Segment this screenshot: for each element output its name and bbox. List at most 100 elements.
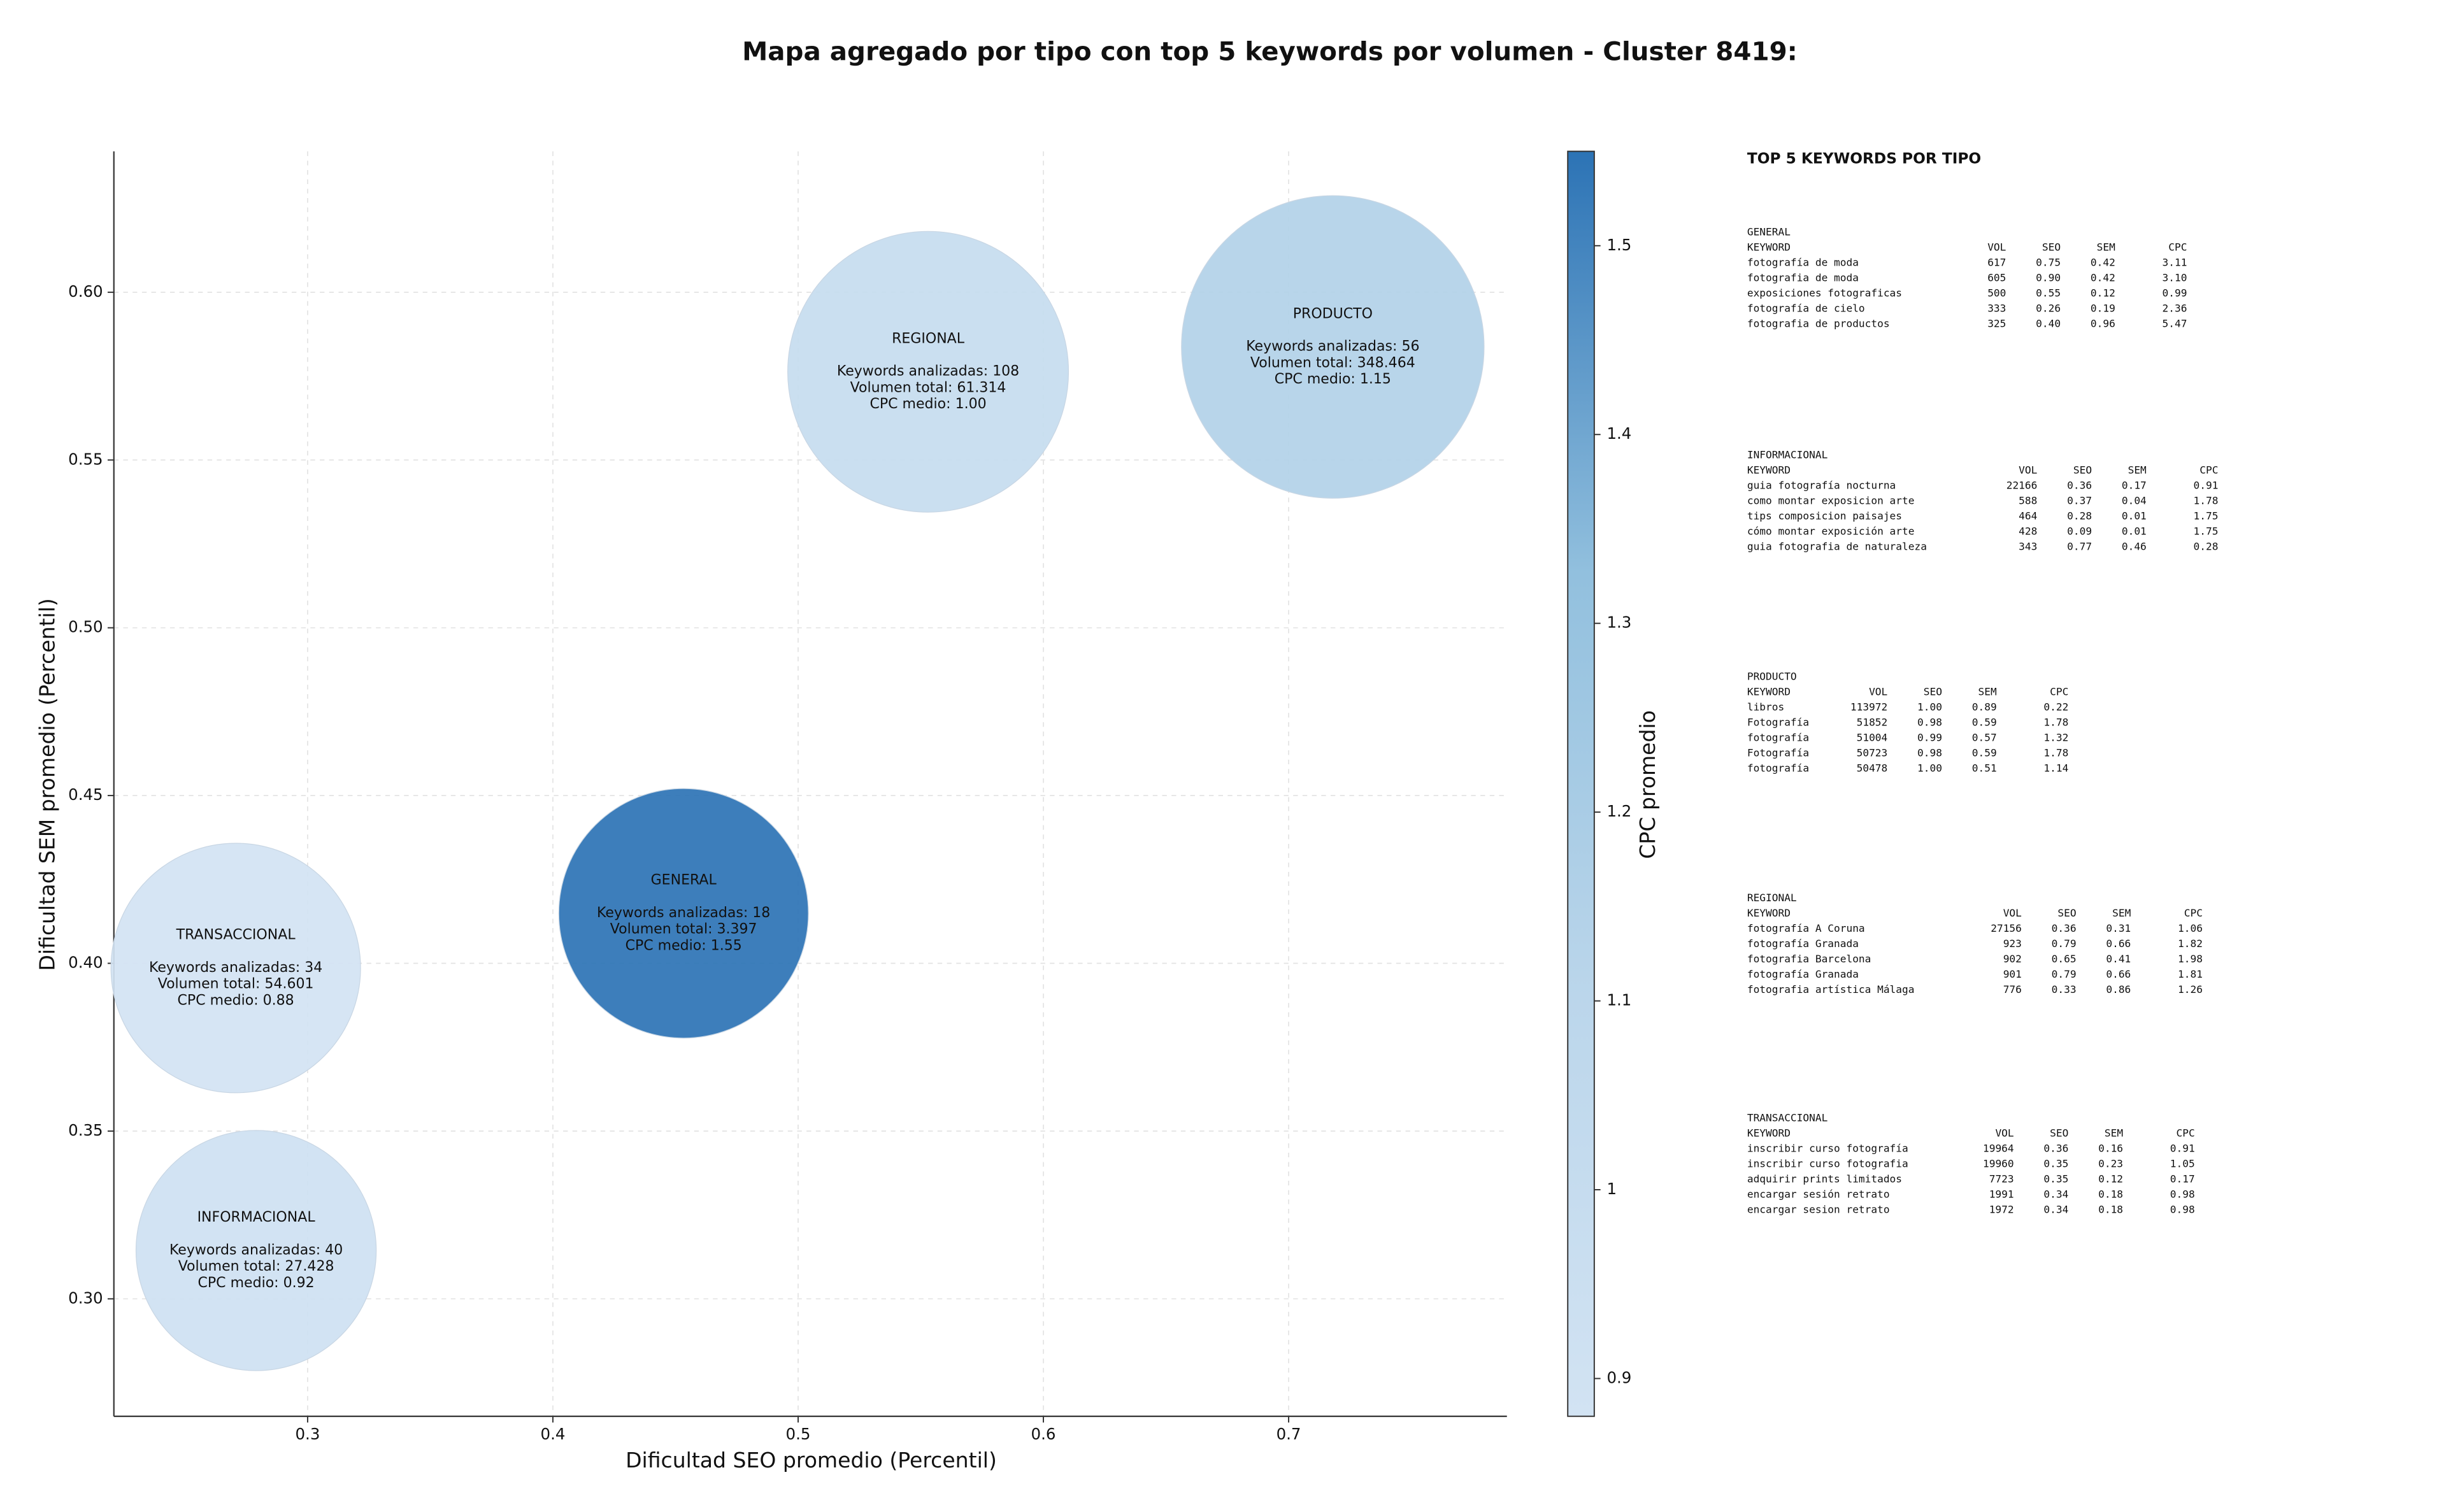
table-cell: fotografía de moda [1747, 256, 1859, 268]
table-cell: 0.98 [2170, 1203, 2195, 1215]
table-cell: 51852 [1857, 716, 1888, 728]
y-tick-label: 0.50 [68, 618, 103, 636]
table-cell: 464 [2019, 510, 2037, 522]
table-cell: fotografia artística Málaga [1747, 983, 1915, 995]
bubble-annotation: CPC medio: 0.88 [178, 992, 294, 1008]
table-cell: 1.05 [2170, 1157, 2195, 1169]
y-tick-label: 0.35 [68, 1121, 103, 1139]
bubble [1181, 195, 1485, 499]
table-cell: fotografia de productos [1747, 317, 1890, 329]
table-cell: 0.98 [1917, 716, 1942, 728]
table-cell: 0.86 [2106, 983, 2131, 995]
table-cell: 0.59 [1972, 716, 1997, 728]
table-cell: 0.01 [2122, 525, 2147, 538]
table-header: SEM [2097, 241, 2115, 253]
table-header: KEYWORD [1747, 1127, 1791, 1139]
bubble-annotation: CPC medio: 1.00 [869, 396, 986, 412]
bubble-annotation: CPC medio: 1.15 [1275, 371, 1391, 387]
table-cell: 0.12 [2091, 287, 2115, 299]
panel-title: TOP 5 KEYWORDS POR TIPO [1747, 150, 1981, 167]
bubble-annotation: Keywords analizadas: 34 [149, 960, 322, 976]
table-cell: 0.04 [2122, 495, 2147, 507]
table-cell: 0.23 [2098, 1157, 2123, 1169]
table-cell: 7723 [1989, 1173, 2014, 1185]
colorbar [1567, 150, 1595, 1417]
table-cell: 0.42 [2091, 256, 2115, 268]
bubble-annotation: Volumen total: 54.601 [158, 976, 314, 992]
bubble-annotation: Keywords analizadas: 18 [597, 905, 770, 921]
table-cell: 1.75 [2194, 510, 2219, 522]
table-header: KEYWORD [1747, 241, 1791, 253]
bubble-annotation: Volumen total: 27.428 [178, 1259, 334, 1274]
table-header: VOL [1869, 685, 1887, 697]
table-header: CPC [2050, 685, 2068, 697]
y-tick-label: 0.55 [68, 450, 103, 468]
bubble-label: TRANSACCIONAL [176, 927, 296, 943]
x-tick-label: 0.7 [1277, 1425, 1301, 1443]
table-cell: 617 [1987, 256, 2006, 268]
table-cell: 19964 [1983, 1142, 2014, 1154]
table-cell: 588 [2019, 495, 2037, 507]
table-cell: fotografía [1747, 762, 1809, 774]
table-cell: 1.81 [2178, 968, 2203, 980]
table-cell: 0.79 [2052, 968, 2077, 980]
colorbar-tick-label: 1.3 [1606, 613, 1631, 632]
table-cell: 0.91 [2194, 480, 2219, 492]
table-heading: REGIONAL [1747, 892, 1797, 904]
bubble-annotation: Volumen total: 348.464 [1250, 355, 1415, 371]
table-cell: 51004 [1857, 731, 1888, 743]
bubble-annotation: Keywords analizadas: 108 [837, 364, 1019, 380]
table-header: CPC [2184, 907, 2203, 919]
table-cell: 1.14 [2043, 762, 2068, 774]
table-cell: 0.01 [2122, 510, 2147, 522]
x-tick-label: 0.5 [786, 1425, 811, 1443]
chart-title: Mapa agregado por tipo con top 5 keyword… [742, 36, 1798, 66]
table-cell: 0.28 [2067, 510, 2092, 522]
table-cell: 1972 [1989, 1203, 2014, 1215]
bubble [110, 843, 361, 1094]
bubble-annotation: Keywords analizadas: 40 [169, 1242, 343, 1258]
table-cell: 0.46 [2122, 541, 2147, 553]
table-cell: guia fotografia de naturaleza [1747, 541, 1927, 553]
bubble-label: GENERAL [651, 873, 717, 888]
table-cell: 0.35 [2043, 1173, 2068, 1185]
table-cell: 776 [2003, 983, 2022, 995]
table-cell: 1.26 [2178, 983, 2203, 995]
table-cell: 428 [2019, 525, 2037, 538]
table-cell: 0.18 [2098, 1188, 2123, 1200]
table-cell: 0.57 [1972, 731, 1997, 743]
table-cell: 605 [1987, 271, 2006, 283]
colorbar-tick-label: 1.4 [1606, 424, 1631, 443]
table-header: SEM [2128, 464, 2147, 476]
table-cell: cómo montar exposición arte [1747, 525, 1915, 538]
table-cell: fotografía [1747, 731, 1809, 743]
table-heading: GENERAL [1747, 225, 1791, 238]
colorbar-tick-label: 1 [1606, 1180, 1617, 1198]
table-cell: 1.78 [2043, 746, 2068, 759]
table-cell: 0.75 [2036, 256, 2061, 268]
table-cell: 0.59 [1972, 746, 1997, 759]
bubble-annotation: CPC medio: 0.92 [198, 1275, 315, 1291]
table-cell: como montar exposicion arte [1747, 495, 1915, 507]
table-cell: inscribir curso fotografía [1747, 1142, 1908, 1154]
table-cell: fotografia de moda [1747, 271, 1859, 283]
bubble-label: REGIONAL [892, 331, 965, 346]
table-header: VOL [2003, 907, 2022, 919]
bubble-annotation: Keywords analizadas: 56 [1246, 339, 1419, 355]
colorbar-tick-label: 1.1 [1606, 991, 1631, 1009]
table-cell: 1.00 [1917, 762, 1942, 774]
table-cell: fotografía Granada [1747, 968, 1859, 980]
table-header: CPC [2177, 1127, 2195, 1139]
table-cell: 0.40 [2036, 317, 2061, 329]
table-cell: fotografía de cielo [1747, 302, 1865, 314]
table-header: SEM [1978, 685, 1997, 697]
table-cell: 0.66 [2106, 968, 2131, 980]
table-header: VOL [1987, 241, 2006, 253]
table-cell: 0.31 [2106, 922, 2131, 934]
table-cell: 50723 [1857, 746, 1888, 759]
table-cell: 0.37 [2067, 495, 2092, 507]
colorbar-tick-label: 0.9 [1606, 1368, 1631, 1387]
table-cell: 0.18 [2098, 1203, 2123, 1215]
table-cell: 0.34 [2043, 1188, 2068, 1200]
table-cell: 27156 [1991, 922, 2022, 934]
